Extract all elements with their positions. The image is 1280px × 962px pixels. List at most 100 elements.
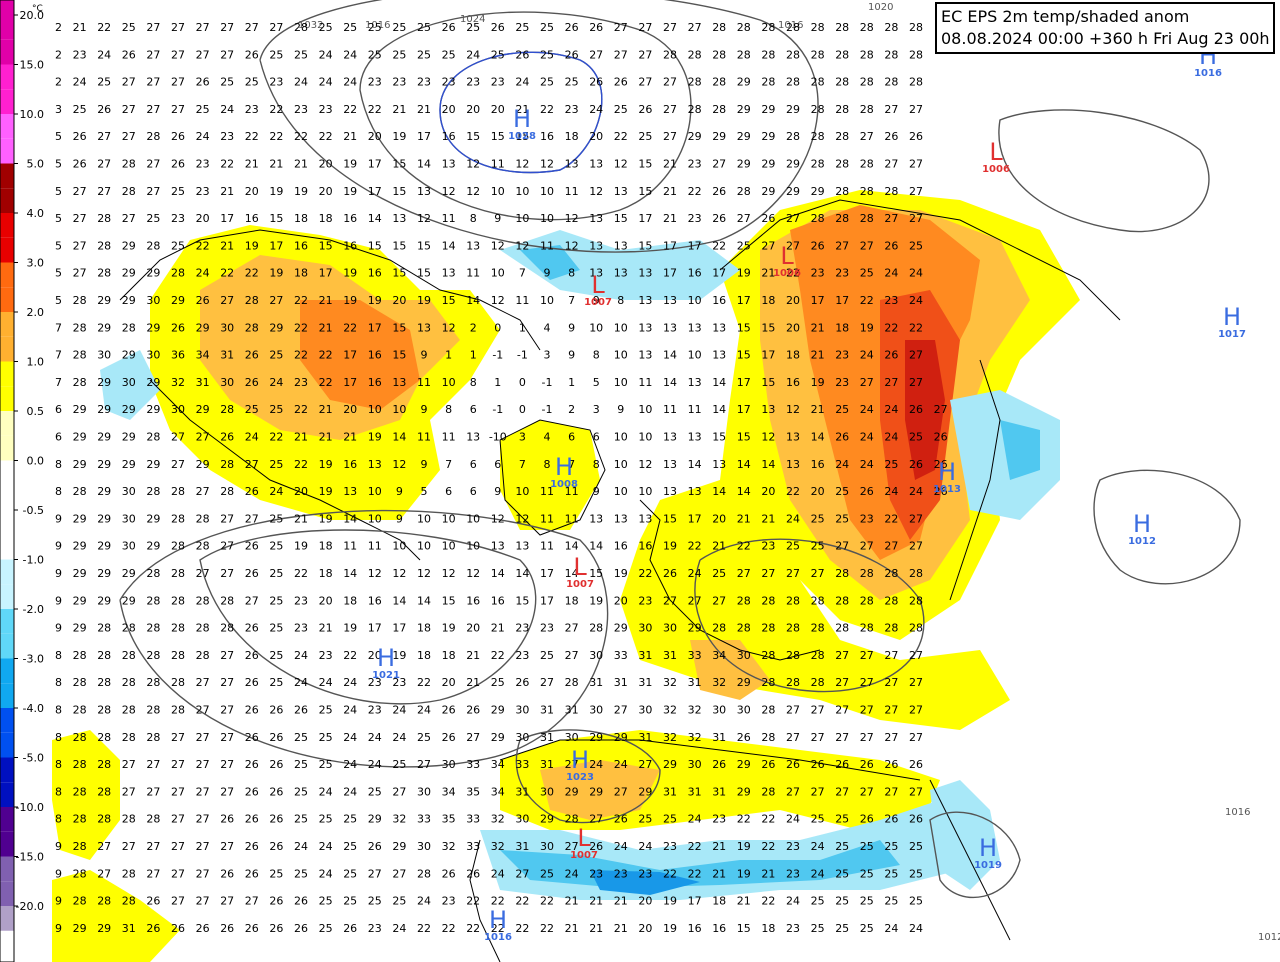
grid-temperature-value: 26 [466, 867, 480, 880]
grid-temperature-value: 29 [73, 403, 87, 416]
grid-temperature-value: 16 [540, 130, 554, 143]
grid-temperature-value: 30 [220, 376, 234, 389]
low-pressure-marker: L [577, 824, 591, 852]
grid-temperature-value: 22 [909, 321, 923, 334]
grid-temperature-value: 26 [245, 785, 259, 798]
grid-temperature-value: 27 [171, 895, 185, 908]
grid-temperature-value: 16 [368, 267, 382, 280]
grid-temperature-value: 29 [97, 431, 111, 444]
grid-temperature-value: 26 [220, 813, 234, 826]
grid-temperature-value: 13 [589, 512, 603, 525]
grid-temperature-value: 26 [245, 922, 259, 935]
grid-temperature-value: 21 [392, 103, 406, 116]
grid-temperature-value: 28 [761, 21, 775, 34]
grid-temperature-value: 27 [786, 704, 800, 717]
grid-temperature-value: 10 [417, 512, 431, 525]
grid-temperature-value: 17 [343, 349, 357, 362]
grid-temperature-value: 28 [97, 785, 111, 798]
grid-temperature-value: 28 [73, 731, 87, 744]
grid-temperature-value: 22 [786, 267, 800, 280]
grid-temperature-value: 28 [860, 185, 874, 198]
grid-temperature-value: 27 [196, 485, 210, 498]
grid-temperature-value: 12 [442, 567, 456, 580]
grid-temperature-value: 26 [294, 922, 308, 935]
grid-temperature-value: 19 [392, 130, 406, 143]
grid-temperature-value: 8 [55, 758, 62, 771]
legend-swatch [0, 138, 14, 164]
grid-temperature-value: 30 [737, 649, 751, 662]
low-pressure-marker: L [780, 242, 794, 270]
grid-temperature-value: 17 [811, 294, 825, 307]
legend-swatch [0, 658, 14, 684]
grid-temperature-value: 25 [811, 922, 825, 935]
high-pressure-marker: H [1223, 303, 1241, 331]
grid-temperature-value: 27 [97, 840, 111, 853]
grid-temperature-value: 17 [737, 294, 751, 307]
grid-temperature-value: 13 [417, 185, 431, 198]
grid-temperature-value: 16 [442, 130, 456, 143]
grid-temperature-value: 25 [909, 840, 923, 853]
grid-temperature-value: 28 [835, 48, 849, 61]
grid-temperature-value: 28 [220, 458, 234, 471]
grid-temperature-value: 31 [638, 649, 652, 662]
grid-temperature-value: 15 [761, 321, 775, 334]
grid-temperature-value: 24 [343, 785, 357, 798]
grid-temperature-value: 27 [146, 76, 160, 89]
grid-temperature-value: 5 [421, 485, 428, 498]
grid-temperature-value: -1 [492, 349, 503, 362]
grid-temperature-value: 27 [835, 540, 849, 553]
pressure-value: 1007 [570, 850, 598, 861]
grid-temperature-value: 24 [466, 48, 480, 61]
grid-temperature-value: 27 [860, 731, 874, 744]
grid-temperature-value: 25 [73, 103, 87, 116]
grid-temperature-value: 5 [593, 376, 600, 389]
grid-temperature-value: 23 [688, 212, 702, 225]
grid-temperature-value: 26 [442, 21, 456, 34]
high-pressure-marker: H [489, 906, 507, 934]
grid-temperature-value: 32 [688, 704, 702, 717]
grid-temperature-value: 22 [884, 512, 898, 525]
grid-temperature-value: 29 [97, 567, 111, 580]
grid-temperature-value: 27 [565, 840, 579, 853]
grid-temperature-value: 25 [343, 21, 357, 34]
grid-temperature-value: 26 [146, 895, 160, 908]
grid-temperature-value: 8 [470, 212, 477, 225]
grid-temperature-value: 27 [220, 731, 234, 744]
grid-temperature-value: 25 [811, 813, 825, 826]
grid-temperature-value: 10 [688, 349, 702, 362]
grid-temperature-value: 25 [294, 785, 308, 798]
grid-temperature-value: 24 [417, 895, 431, 908]
isobar [199, 529, 537, 705]
grid-temperature-value: 22 [294, 130, 308, 143]
grid-temperature-value: 11 [417, 431, 431, 444]
grid-temperature-value: 29 [737, 676, 751, 689]
grid-temperature-value: 28 [884, 185, 898, 198]
grid-temperature-value: 12 [540, 158, 554, 171]
grid-temperature-value: 26 [269, 704, 283, 717]
grid-temperature-value: 11 [565, 185, 579, 198]
grid-temperature-value: 22 [491, 649, 505, 662]
grid-temperature-value: 29 [196, 458, 210, 471]
grid-temperature-value: 27 [737, 567, 751, 580]
grid-temperature-value: 27 [220, 758, 234, 771]
grid-temperature-value: 27 [196, 431, 210, 444]
grid-temperature-value: 26 [761, 212, 775, 225]
pressure-value: 1013 [933, 484, 961, 495]
grid-temperature-value: 15 [392, 185, 406, 198]
grid-temperature-value: 21 [319, 403, 333, 416]
grid-temperature-value: 27 [220, 512, 234, 525]
grid-temperature-value: 26 [884, 758, 898, 771]
grid-temperature-value: 26 [245, 622, 259, 635]
isobar-label: 1016 [1225, 807, 1250, 818]
grid-temperature-value: 28 [97, 212, 111, 225]
grid-temperature-value: 28 [712, 21, 726, 34]
grid-temperature-value: 20 [319, 185, 333, 198]
grid-temperature-value: 9 [55, 594, 62, 607]
grid-temperature-value: 22 [343, 321, 357, 334]
grid-temperature-value: 29 [146, 267, 160, 280]
grid-temperature-value: 10 [491, 185, 505, 198]
grid-temperature-value: 28 [146, 704, 160, 717]
grid-temperature-value: 27 [860, 704, 874, 717]
grid-temperature-value: 28 [811, 622, 825, 635]
grid-temperature-value: 23 [688, 158, 702, 171]
